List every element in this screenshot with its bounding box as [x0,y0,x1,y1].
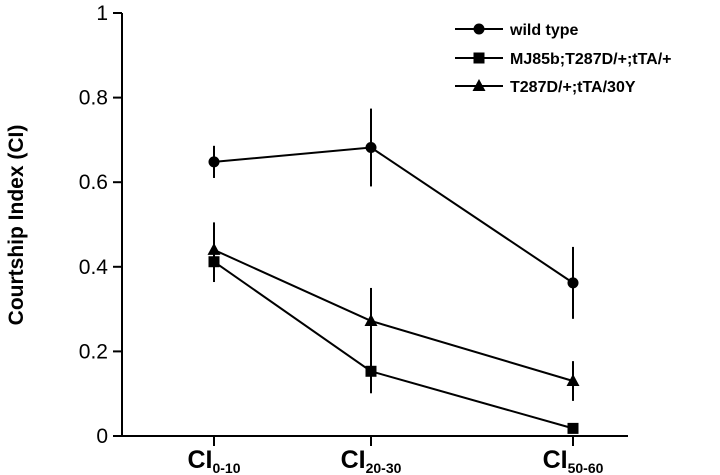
legend-label-2: T287D/+;tTA/30Y [510,79,636,96]
y-tick-label-3: 0.6 [79,171,108,194]
data-point-0-0 [208,156,220,168]
y-tick-label-1: 0.2 [79,340,108,363]
series-layer [207,108,580,434]
data-point-2-2 [566,374,580,387]
y-tick-label-2: 0.4 [79,256,109,279]
data-point-0-1 [365,142,377,154]
series-line-2 [213,248,574,382]
legend: wild type MJ85b;T287D/+;tTA/+ T287D/+;tTA/… [455,22,672,96]
axes: 0 0.2 0.4 0.6 0.8 1 CI0-10 CI20-30 CI50-60 [79,2,628,475]
y-tick-label-4: 0.8 [79,87,108,110]
data-point-2-0 [207,242,221,255]
legend-marker-1 [473,52,485,64]
y-axis-title: Courtship Index (CI) [5,125,28,326]
y-tick-label-0: 0 [96,425,108,448]
series-0 [208,108,579,319]
x-tick-label-0: CI0-10 [187,446,240,475]
data-point-1-1 [365,365,377,377]
legend-marker-2 [472,79,486,91]
series-line-0 [213,146,574,284]
y-tick-label-5: 1 [96,2,108,25]
data-point-0-2 [567,277,579,289]
series-1 [208,241,579,434]
legend-label-0: wild type [509,22,579,39]
legend-marker-0 [473,23,485,35]
series-2 [207,222,580,401]
series-line-1 [213,260,574,430]
data-point-2-1 [364,313,378,326]
x-tick-label-2: CI50-60 [543,446,604,475]
data-point-1-2 [567,422,579,434]
legend-label-1: MJ85b;T287D/+;tTA/+ [510,51,672,68]
x-tick-label-1: CI20-30 [341,446,402,475]
